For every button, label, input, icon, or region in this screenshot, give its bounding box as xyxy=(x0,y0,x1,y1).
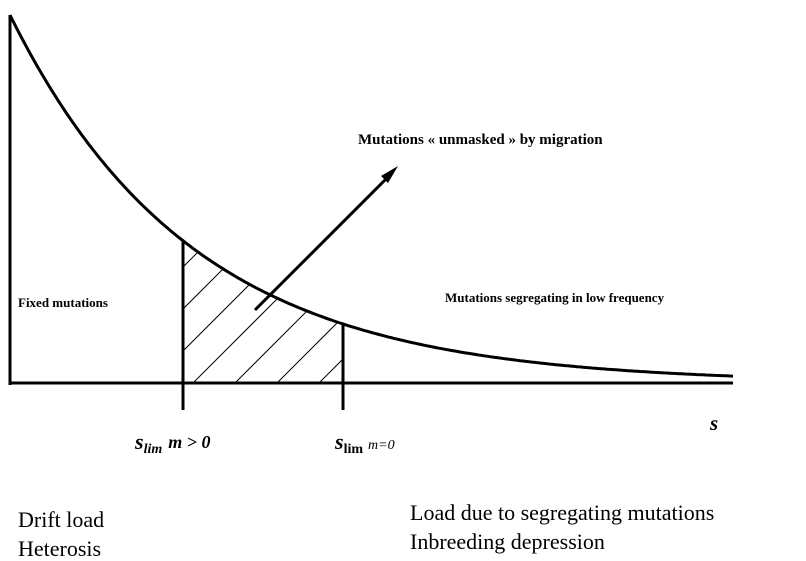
hatch xyxy=(183,220,650,400)
x-axis-label: s xyxy=(709,411,718,435)
curve xyxy=(8,14,734,378)
condition: m=0 xyxy=(368,438,395,453)
threshold-label: slim m=0 xyxy=(334,429,395,457)
symbol: s xyxy=(134,429,144,454)
symbol: s xyxy=(334,429,344,454)
hatch-line xyxy=(470,220,650,400)
subscript: lim xyxy=(344,442,364,457)
threshold-label: slim m > 0 xyxy=(134,429,211,457)
hatch-line xyxy=(301,240,343,383)
effect: Load due to segregating mutations xyxy=(410,500,714,525)
effect: Heterosis xyxy=(18,536,101,561)
hatch-line xyxy=(386,220,566,400)
effect: Drift load xyxy=(18,507,104,532)
effect: Inbreeding depression xyxy=(410,529,605,554)
condition: m > 0 xyxy=(168,432,210,452)
region-label: Fixed mutations xyxy=(18,295,108,310)
arrow-head xyxy=(381,166,398,183)
hatch-line xyxy=(344,220,524,400)
hatch-line xyxy=(428,220,608,400)
arrow xyxy=(253,175,390,312)
hatch-line xyxy=(259,240,343,383)
arrow-label: Mutations « unmasked » by migration xyxy=(358,132,603,148)
subscript: lim xyxy=(144,442,163,457)
region-label: Mutations segregating in low frequency xyxy=(445,290,665,305)
